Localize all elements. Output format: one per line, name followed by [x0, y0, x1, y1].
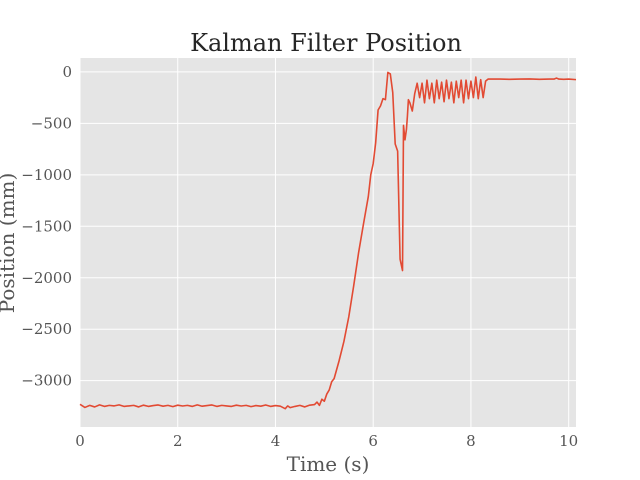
x-tick-label: 6: [368, 432, 378, 450]
x-tick-label: 4: [271, 432, 281, 450]
x-axis-label: Time (s): [287, 452, 370, 476]
x-tick-label: 0: [75, 432, 85, 450]
plot-area: [80, 58, 576, 427]
x-tick-label: 10: [559, 432, 578, 450]
x-tick-label: 2: [173, 432, 183, 450]
series-line: [79, 71, 577, 410]
y-tick-label: 0: [62, 63, 72, 81]
y-tick-label: −3000: [21, 372, 72, 390]
y-tick-label: −500: [31, 114, 72, 132]
y-tick-label: −1000: [21, 166, 72, 184]
x-tick-label: 8: [466, 432, 476, 450]
chart-title: Kalman Filter Position: [190, 29, 462, 57]
y-tick-label: −2000: [21, 269, 72, 287]
y-tick-label: −2500: [21, 320, 72, 338]
y-tick-label: −1500: [21, 217, 72, 235]
y-axis-label: Position (mm): [0, 173, 19, 314]
